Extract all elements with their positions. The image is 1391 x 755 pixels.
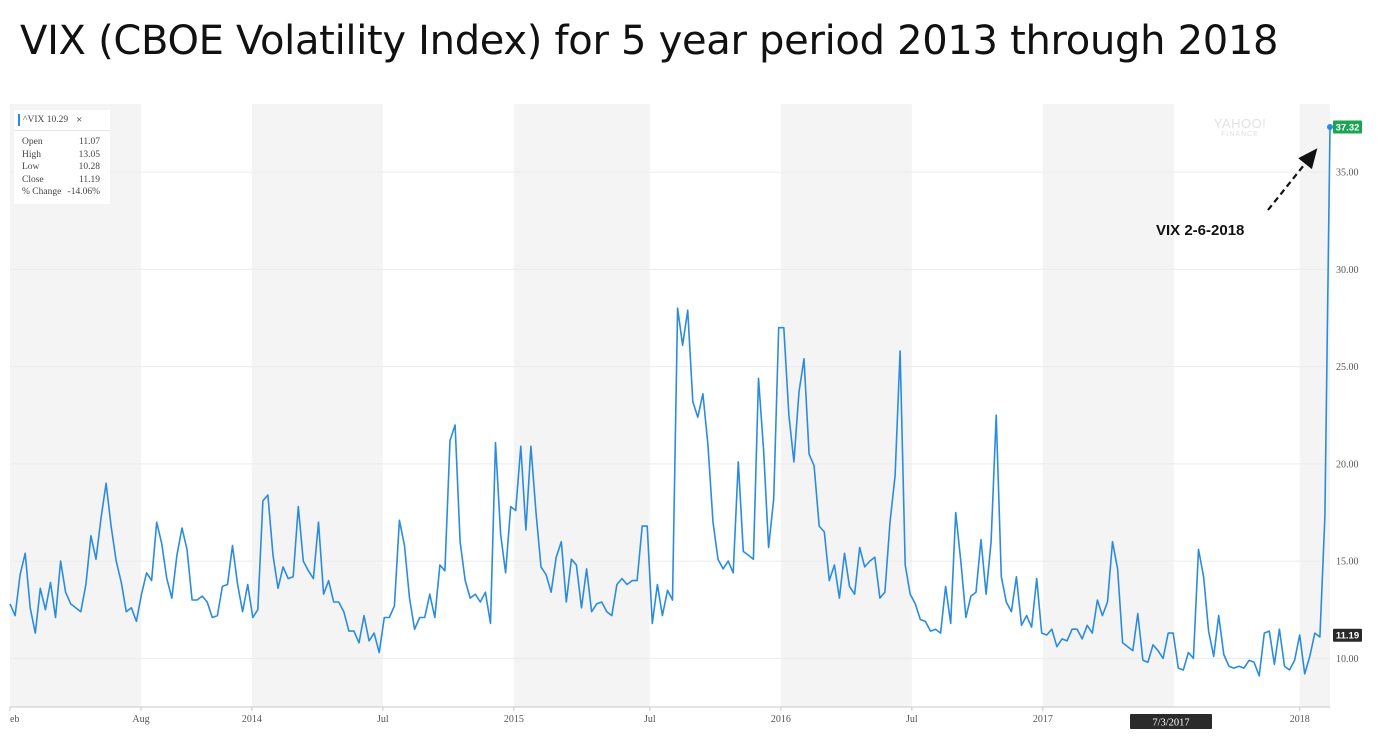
- y-tick-label: 30.00: [1336, 265, 1359, 276]
- shaded-band-3: [780, 104, 912, 707]
- legend-stat-row: Close 11.19: [22, 175, 106, 188]
- shaded-band-1: [251, 104, 383, 707]
- y-tick-label: 35.00: [1336, 168, 1359, 179]
- legend-stat-name: Low: [22, 162, 40, 172]
- close-icon[interactable]: ×: [76, 114, 83, 126]
- x-tick-label: eb: [10, 714, 19, 725]
- x-tick-label: Jul: [644, 714, 656, 725]
- x-tick-label: 2015: [504, 714, 524, 725]
- x-tick-label: 2014: [242, 714, 262, 725]
- legend-series-label: ^VIX 10.29: [23, 115, 69, 125]
- shaded-band-5: [1299, 104, 1330, 707]
- x-tick-label: Aug: [132, 714, 149, 725]
- legend-stat-name: % Change: [22, 187, 62, 197]
- x-tick-label: Jul: [906, 714, 918, 725]
- last-value-text: 37.32: [1336, 122, 1360, 133]
- legend-stat-row: High 13.05: [22, 150, 106, 163]
- legend-stat-value: -14.06%: [67, 187, 100, 197]
- slide-title: VIX (CBOE Volatility Index) for 5 year p…: [20, 18, 1279, 64]
- legend-stat-row: Open 11.07: [22, 137, 106, 150]
- x-tick-label: Jul: [377, 714, 389, 725]
- watermark-sub: FINANCE: [1221, 131, 1259, 138]
- legend-stat-name: Open: [22, 137, 43, 147]
- hover-date-badge: 7/3/2017: [1130, 714, 1212, 729]
- yahoo-finance-watermark: YAHOO! FINANCE: [1200, 116, 1280, 138]
- last-value-badge: 37.32: [1333, 120, 1362, 134]
- legend-stat-value: 11.07: [78, 137, 100, 147]
- grid-lines: [10, 171, 1330, 659]
- legend-stat-value: 10.28: [78, 162, 100, 172]
- y-tick-label: 10.00: [1336, 654, 1359, 665]
- x-tick-label: 2017: [1033, 714, 1053, 725]
- legend-stat-row: Low 10.28: [22, 162, 106, 175]
- shaded-band-2: [513, 104, 650, 707]
- shaded-band-0: [10, 104, 141, 707]
- watermark-main: YAHOO!: [1213, 116, 1267, 131]
- legend-stat-name: High: [22, 149, 41, 160]
- legend-panel: ^VIX 10.29 × Open 11.07 High 13.05 Low 10.28 C…: [14, 110, 110, 204]
- vix-series-line[interactable]: [9, 126, 1331, 677]
- legend-header: ^VIX 10.29 ×: [14, 110, 110, 131]
- y-tick-label: 20.00: [1336, 459, 1359, 470]
- y-axis-ticks: 10.00 15.00 20.00 25.00 30.00 35.00: [1336, 168, 1359, 665]
- annotation-arrow: [1267, 148, 1318, 211]
- hover-date-text: 7/3/2017: [1152, 718, 1189, 729]
- shaded-band-4: [1042, 104, 1174, 707]
- close-value-text: 11.19: [1336, 631, 1359, 642]
- legend-stat-value: 11.19: [78, 174, 100, 185]
- annotation-label: VIX 2-6-2018: [1156, 222, 1244, 239]
- close-value-badge: 11.19: [1333, 628, 1362, 642]
- y-tick-label: 15.00: [1336, 557, 1359, 568]
- legend-stat-row: % Change -14.06%: [22, 187, 106, 200]
- legend-stat-name: Close: [22, 174, 44, 185]
- legend-color-swatch: [18, 114, 20, 126]
- legend-stats: Open 11.07 High 13.05 Low 10.28 Close 11.19 % Ch…: [14, 131, 110, 204]
- last-data-point[interactable]: [1327, 123, 1333, 130]
- x-axis-ticks: eb Aug 2014 Jul 2015 Jul 2016 Jul 2017 2018: [9, 707, 1310, 725]
- legend-stat-value: 13.05: [78, 149, 100, 160]
- y-tick-label: 25.00: [1336, 362, 1359, 373]
- x-tick-label: 2018: [1290, 714, 1310, 725]
- x-tick-label: 2016: [771, 714, 791, 725]
